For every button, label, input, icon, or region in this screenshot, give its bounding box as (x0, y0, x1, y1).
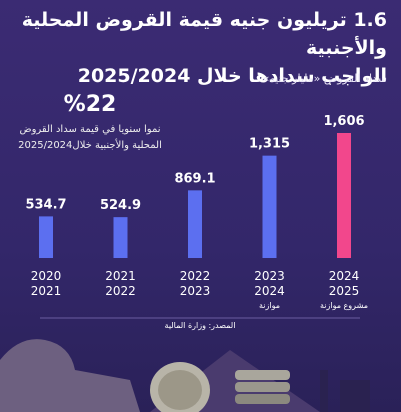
coin-stack (235, 382, 290, 392)
bar (113, 217, 128, 258)
title-line: الواجب سدادها خلال 2025/2024 (77, 65, 387, 87)
value-label: 869.1 (174, 171, 215, 186)
x-tick-label: 2021 (31, 284, 62, 298)
x-tick-label: 2024 (329, 269, 360, 283)
coin (158, 370, 202, 410)
sphinx (0, 339, 140, 412)
coin-stack (235, 370, 290, 380)
value-label: 1,315 (249, 137, 290, 152)
value-label: 524.9 (100, 198, 141, 213)
x-tick-label: 2025 (329, 284, 360, 298)
annotation: نموا سنويا في قيمة سداد القروض المحلية و… (10, 122, 170, 154)
title-line: 1.6 تريليون جنيه قيمة القروض المحلية وال… (21, 9, 387, 59)
x-tick-label: 2021 (105, 269, 136, 283)
x-tick-label: 2020 (31, 269, 62, 283)
subtitle: سداد القروض «مليار جنيه» (262, 72, 387, 85)
coin-stack (235, 394, 290, 404)
value-label: 534.7 (25, 197, 66, 212)
decoration (0, 317, 370, 412)
x-tick-label: 2024 (254, 284, 285, 298)
bar (337, 133, 351, 258)
building (320, 370, 328, 412)
bar (262, 155, 277, 258)
x-tick-label: 2023 (254, 269, 285, 283)
note-label: موازنة (259, 301, 280, 310)
bar (188, 190, 202, 258)
value-label: 1,606 (323, 114, 364, 129)
annotation-line: نموا سنويا في قيمة سداد القروض (19, 124, 161, 135)
x-tick-label: 2022 (180, 269, 211, 283)
building (340, 380, 370, 412)
source: المصدر: وزارة المالية (165, 321, 236, 330)
annotation-value: %22 (63, 92, 117, 117)
chart-title: 1.6 تريليون جنيه قيمة القروض المحلية وال… (7, 6, 387, 90)
x-tick-label: 2022 (105, 284, 136, 298)
x-tick-label: 2023 (180, 284, 211, 298)
bar (39, 216, 53, 258)
note-label: مشروع موازنة (320, 301, 368, 310)
annotation-line: المحلية والأجنبية خلال2025/2024 (18, 140, 162, 151)
